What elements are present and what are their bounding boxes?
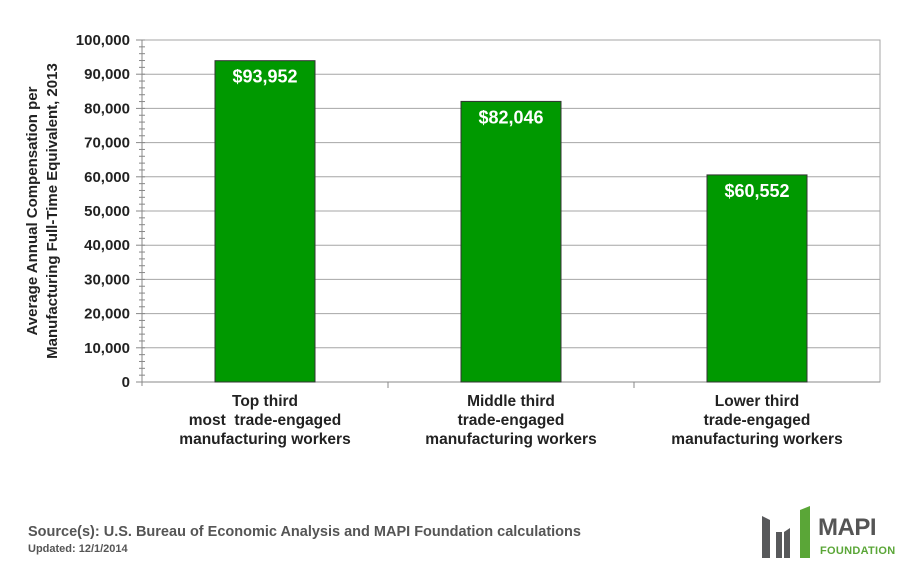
x-category-label: Top third [232,393,298,410]
updated-date: Updated: 12/1/2014 [28,543,128,555]
y-tick-label: 50,000 [84,203,130,220]
x-category-label: Lower third [715,393,799,410]
bar-chart: 0 10,000 20,000 30,000 40,000 50,000 60,000 70,… [24,32,881,448]
y-tick-label: 100,000 [76,32,130,49]
x-category-label: most trade-engaged [189,412,341,429]
x-category-label: trade-engaged [458,412,565,429]
y-tick-label: 60,000 [84,169,130,186]
y-tick-label: 80,000 [84,100,130,117]
x-category-label: manufacturing workers [425,431,596,448]
bar [706,174,808,383]
mapi-logo [762,506,810,558]
x-category-label: manufacturing workers [179,431,350,448]
y-axis-label: Manufacturing Full-Time Equivalent, 2013 [44,63,61,359]
y-axis-label: Average Annual Compensation per [24,86,41,335]
y-tick-label: 30,000 [84,271,130,288]
y-tick-label: 90,000 [84,66,130,83]
logo-foundation-text: FOUNDATION [820,545,896,557]
source-note: Source(s): U.S. Bureau of Economic Analy… [28,524,581,540]
x-category-label: Middle third [467,393,555,410]
x-category-label: trade-engaged [704,412,811,429]
y-tick-label: 70,000 [84,135,130,152]
y-tick-label: 40,000 [84,237,130,254]
y-tick-label: 10,000 [84,340,130,357]
x-category-label: manufacturing workers [671,431,842,448]
bar [460,100,562,383]
logo-mapi-text: MAPI [818,514,877,541]
bar [214,60,316,383]
y-tick-label: 0 [122,374,130,391]
data-label: $82,046 [478,107,543,127]
y-tick-label: 20,000 [84,306,130,323]
data-label: $60,552 [724,181,789,201]
data-label: $93,952 [232,67,297,87]
